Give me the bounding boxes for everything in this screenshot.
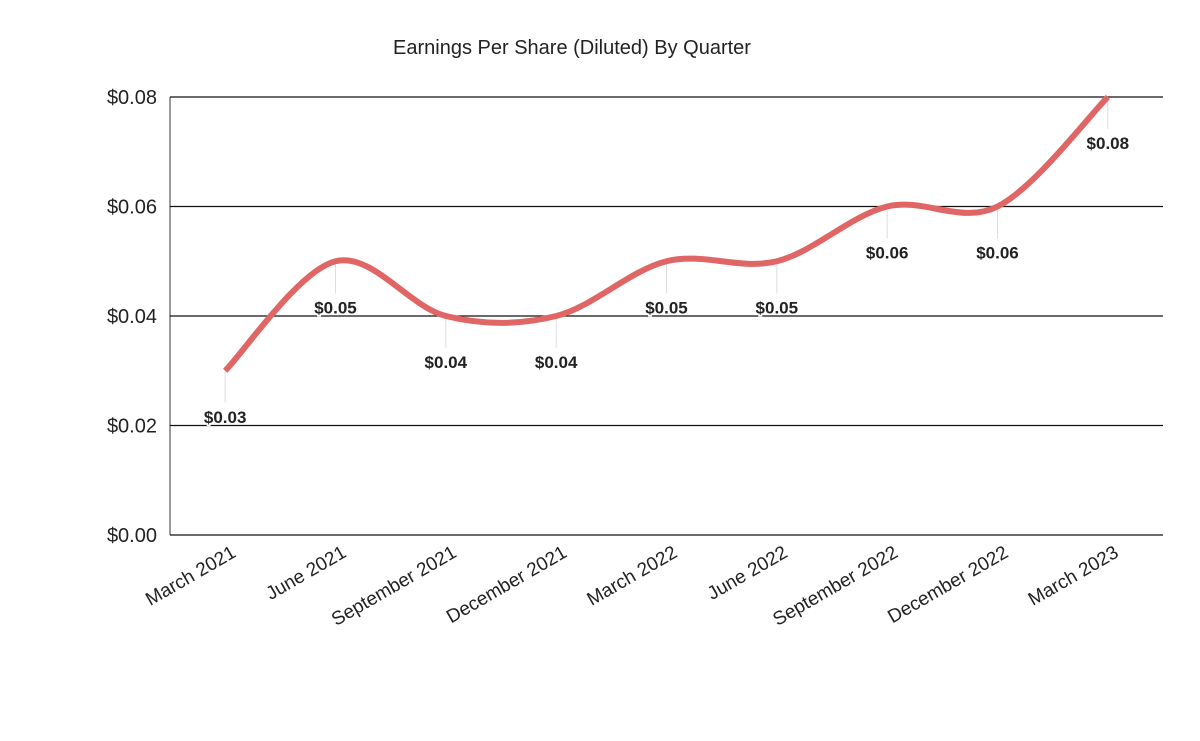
line-series — [223, 94, 1110, 373]
y-tick-label: $0.02 — [107, 416, 157, 438]
data-label: $0.06 — [976, 244, 1019, 263]
data-label: $0.06 — [866, 244, 909, 263]
y-tick-label: $0.06 — [107, 197, 157, 219]
data-label: $0.04 — [425, 353, 468, 372]
data-label: $0.04 — [535, 353, 578, 372]
data-label: $0.05 — [314, 298, 357, 317]
data-label: $0.08 — [1087, 134, 1130, 153]
y-tick-label: $0.08 — [107, 87, 157, 109]
data-label: $0.05 — [756, 298, 799, 317]
data-label: $0.05 — [645, 298, 688, 317]
y-tick-label: $0.04 — [107, 306, 157, 328]
chart-title: Earnings Per Share (Diluted) By Quarter — [393, 37, 751, 59]
data-label: $0.03 — [204, 408, 247, 427]
y-tick-label: $0.00 — [107, 525, 157, 547]
